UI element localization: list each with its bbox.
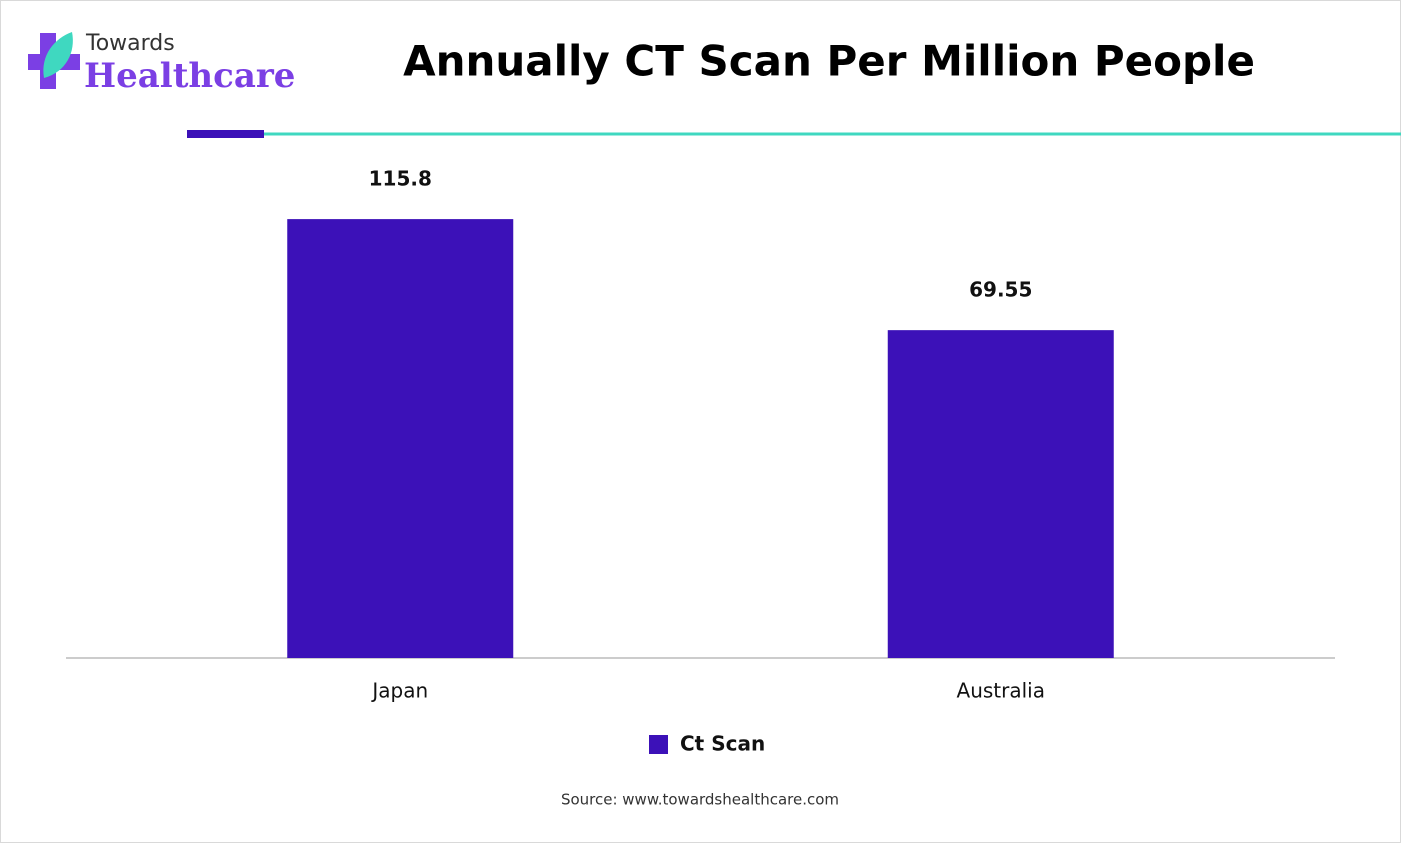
- x-tick-label: Australia: [957, 679, 1045, 703]
- chart-title: Annually CT Scan Per Million People: [403, 37, 1255, 86]
- logo-text: Towards: [85, 31, 175, 56]
- legend-swatch: [649, 735, 668, 754]
- divider-accent: [187, 130, 264, 138]
- source: Source: www.towardshealthcare.com: [561, 791, 839, 809]
- logo: Towards Healthcare: [28, 31, 295, 96]
- bar: [287, 219, 514, 658]
- data-label: 115.8: [369, 167, 432, 191]
- logo-text: Healthcare: [84, 56, 295, 96]
- data-label: 69.55: [969, 278, 1032, 302]
- legend-label: Ct Scan: [680, 732, 765, 756]
- x-tick-label: Japan: [370, 679, 428, 703]
- logo-leaf: [43, 32, 73, 78]
- bar: [887, 330, 1114, 658]
